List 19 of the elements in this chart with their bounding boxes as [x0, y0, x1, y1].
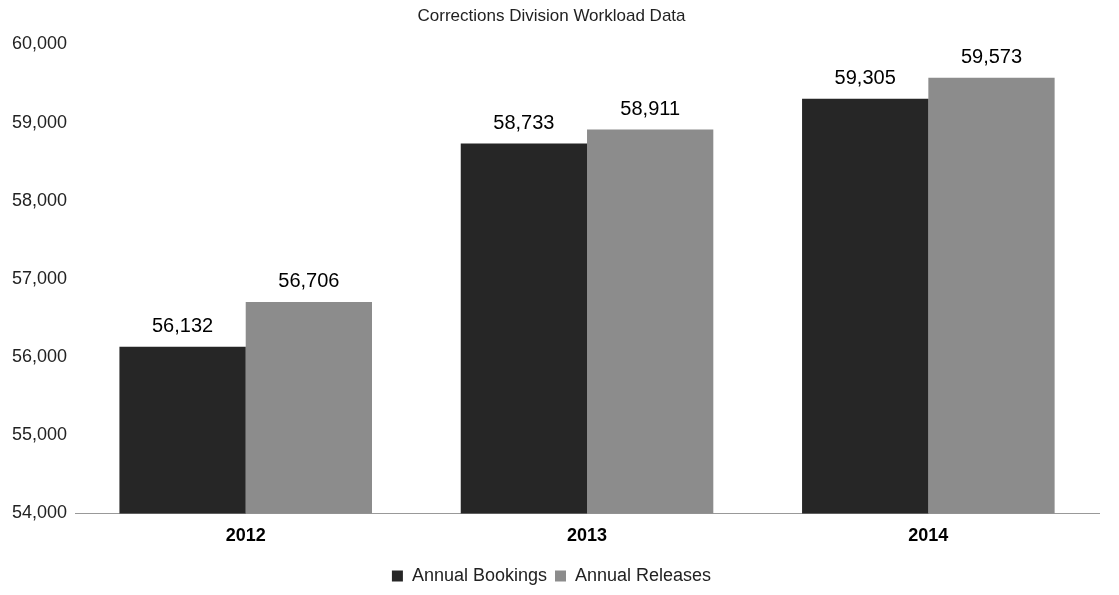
y-tick-label: 55,000	[11, 424, 68, 445]
y-tick-label: 57,000	[11, 267, 68, 288]
chart-title: Corrections Division Workload Data	[417, 5, 687, 25]
y-tick-label: 54,000	[11, 502, 68, 523]
legend-label: Annual Releases	[575, 564, 712, 585]
y-tick-label: 56,000	[11, 346, 68, 367]
data-label: 56,706	[278, 269, 340, 292]
x-tick-label: 2013	[567, 525, 608, 546]
data-label: 56,132	[151, 314, 214, 337]
y-tick-label: 60,000	[11, 33, 68, 54]
y-tick-label: 59,000	[11, 111, 68, 132]
legend-label: Annual Bookings	[411, 564, 548, 585]
data-label: 59,305	[834, 66, 896, 89]
x-tick-label: 2012	[225, 525, 266, 546]
y-tick-label: 58,000	[11, 189, 68, 210]
x-tick-label: 2014	[908, 525, 949, 546]
data-label: 59,573	[960, 45, 1023, 68]
data-label: 58,733	[493, 110, 555, 133]
data-label: 58,911	[620, 97, 681, 120]
